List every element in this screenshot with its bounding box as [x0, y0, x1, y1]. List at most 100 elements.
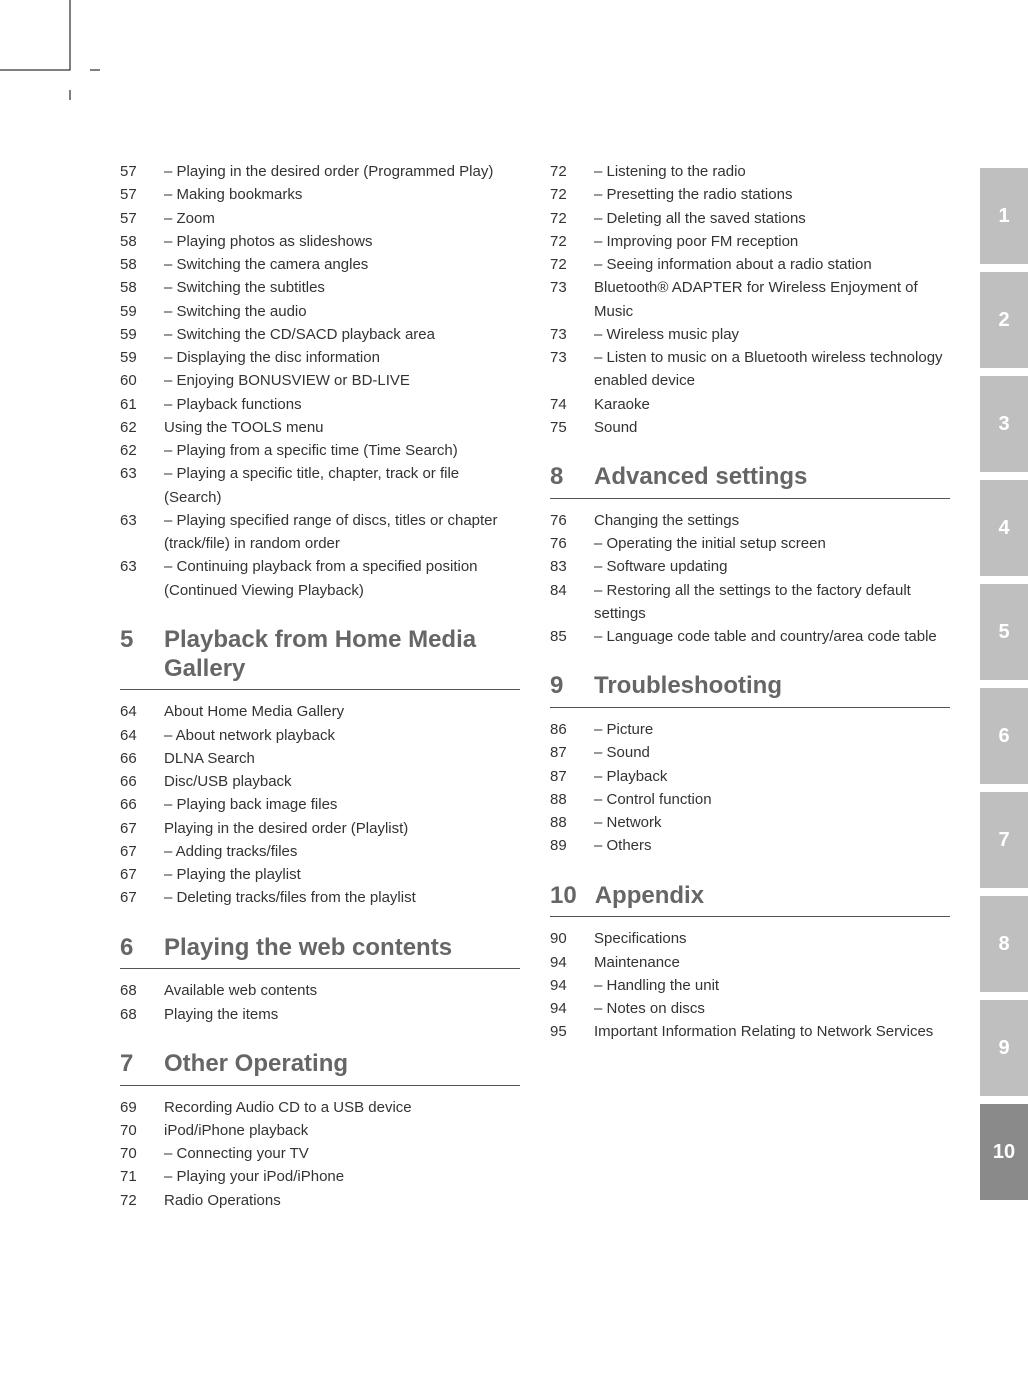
toc-entry-text: – Enjoying BONUSVIEW or BD-LIVE — [164, 369, 520, 392]
toc-entry-text: – Network — [594, 811, 950, 834]
toc-page-number: 61 — [120, 393, 164, 416]
toc-entry-text: – Playing back image files — [164, 793, 520, 816]
toc-entry-text: – Switching the subtitles — [164, 276, 520, 299]
toc-page-number: 87 — [550, 741, 594, 764]
toc-entry: 87– Sound — [550, 741, 950, 764]
toc-entry-text: – Wireless music play — [594, 323, 950, 346]
toc-entry: 67– Playing the playlist — [120, 863, 520, 886]
toc-entry-text: – Listen to music on a Bluetooth wireles… — [594, 346, 950, 393]
toc-page-number: 76 — [550, 532, 594, 555]
toc-entry-text: – Others — [594, 834, 950, 857]
toc-entry-text: – Playing your iPod/iPhone — [164, 1165, 520, 1188]
toc-entry: 72– Seeing information about a radio sta… — [550, 253, 950, 276]
toc-entry-text: Sound — [594, 416, 950, 439]
toc-page-number: 72 — [550, 207, 594, 230]
toc-entry: 60– Enjoying BONUSVIEW or BD-LIVE — [120, 369, 520, 392]
toc-page-number: 57 — [120, 207, 164, 230]
section-number: 6 — [120, 934, 146, 962]
toc-page-number: 67 — [120, 817, 164, 840]
toc-entry: 83– Software updating — [550, 555, 950, 578]
toc-entry: 63– Continuing playback from a specified… — [120, 555, 520, 602]
toc-entry: 72– Presetting the radio stations — [550, 183, 950, 206]
toc-entry: 88– Network — [550, 811, 950, 834]
chapter-tab: 1 — [980, 168, 1028, 264]
toc-page-number: 58 — [120, 253, 164, 276]
toc-entry-text: – Operating the initial setup screen — [594, 532, 950, 555]
toc-page-number: 72 — [550, 160, 594, 183]
toc-entry-text: – Restoring all the settings to the fact… — [594, 579, 950, 626]
toc-page-number: 66 — [120, 747, 164, 770]
toc-entry-text: Recording Audio CD to a USB device — [164, 1096, 520, 1119]
toc-entry: 68Playing the items — [120, 1003, 520, 1026]
toc-page-number: 66 — [120, 770, 164, 793]
toc-entry-text: Karaoke — [594, 393, 950, 416]
toc-entry-text: – About network playback — [164, 724, 520, 747]
toc-entry-text: Playing in the desired order (Playlist) — [164, 817, 520, 840]
toc-entry: 59– Switching the CD/SACD playback area — [120, 323, 520, 346]
toc-entry-text: Maintenance — [594, 951, 950, 974]
toc-entry: 94Maintenance — [550, 951, 950, 974]
toc-entry: 69Recording Audio CD to a USB device — [120, 1096, 520, 1119]
toc-entry: 62Using the TOOLS menu — [120, 416, 520, 439]
toc-page-number: 89 — [550, 834, 594, 857]
toc-page-number: 67 — [120, 863, 164, 886]
section-number: 8 — [550, 463, 576, 491]
toc-entry: 72Radio Operations — [120, 1189, 520, 1212]
section-header: 6 Playing the web contents — [120, 934, 520, 970]
toc-entry-text: – Improving poor FM reception — [594, 230, 950, 253]
toc-entry-text: Important Information Relating to Networ… — [594, 1020, 950, 1043]
toc-page-number: 88 — [550, 811, 594, 834]
toc-entry: 67– Deleting tracks/files from the playl… — [120, 886, 520, 909]
toc-page-number: 94 — [550, 997, 594, 1020]
toc-entry: 73– Wireless music play — [550, 323, 950, 346]
toc-page-number: 73 — [550, 346, 594, 369]
chapter-tab: 6 — [980, 688, 1028, 784]
toc-entry-text: – Switching the camera angles — [164, 253, 520, 276]
toc-entry: 72– Deleting all the saved stations — [550, 207, 950, 230]
toc-page-number: 87 — [550, 765, 594, 788]
toc-page-number: 66 — [120, 793, 164, 816]
toc-entry: 95Important Information Relating to Netw… — [550, 1020, 950, 1043]
toc-entry-text: iPod/iPhone playback — [164, 1119, 520, 1142]
toc-entry: 64– About network playback — [120, 724, 520, 747]
toc-entry-text: – Displaying the disc information — [164, 346, 520, 369]
toc-entry-text: – Deleting tracks/files from the playlis… — [164, 886, 520, 909]
toc-page-number: 67 — [120, 840, 164, 863]
toc-page-number: 57 — [120, 183, 164, 206]
chapter-tab: 2 — [980, 272, 1028, 368]
toc-entry: 57– Zoom — [120, 207, 520, 230]
toc-entry-text: Bluetooth® ADAPTER for Wireless Enjoymen… — [594, 276, 950, 323]
toc-entry-text: – Making bookmarks — [164, 183, 520, 206]
toc-page-number: 95 — [550, 1020, 594, 1043]
toc-entry: 70iPod/iPhone playback — [120, 1119, 520, 1142]
toc-entry-text: – Playing photos as slideshows — [164, 230, 520, 253]
toc-entry-text: – Playing in the desired order (Programm… — [164, 160, 520, 183]
toc-entry: 59– Displaying the disc information — [120, 346, 520, 369]
toc-page-number: 64 — [120, 724, 164, 747]
toc-entry-text: – Language code table and country/area c… — [594, 625, 950, 648]
toc-entry: 86– Picture — [550, 718, 950, 741]
toc-entry: 84– Restoring all the settings to the fa… — [550, 579, 950, 626]
toc-entry-text: – Picture — [594, 718, 950, 741]
chapter-tab: 7 — [980, 792, 1028, 888]
toc-entry-text: – Handling the unit — [594, 974, 950, 997]
toc-entry: 72– Listening to the radio — [550, 160, 950, 183]
toc-entry-text: Specifications — [594, 927, 950, 950]
toc-page-number: 84 — [550, 579, 594, 602]
section-number: 9 — [550, 672, 576, 700]
toc-entry-text: – Playing from a specific time (Time Sea… — [164, 439, 520, 462]
toc-entry-text: – Playing specified range of discs, titl… — [164, 509, 520, 556]
section-header: 10 Appendix — [550, 882, 950, 918]
toc-page-number: 63 — [120, 555, 164, 578]
toc-entry-text: About Home Media Gallery — [164, 700, 520, 723]
toc-entry-text: Available web contents — [164, 979, 520, 1002]
toc-page-number: 90 — [550, 927, 594, 950]
toc-entry-text: – Software updating — [594, 555, 950, 578]
toc-page-number: 59 — [120, 346, 164, 369]
toc-page-number: 70 — [120, 1119, 164, 1142]
toc-page-number: 62 — [120, 416, 164, 439]
toc-page-number: 60 — [120, 369, 164, 392]
toc-entry-text: – Adding tracks/files — [164, 840, 520, 863]
toc-entry: 72– Improving poor FM reception — [550, 230, 950, 253]
toc-entry: 64About Home Media Gallery — [120, 700, 520, 723]
